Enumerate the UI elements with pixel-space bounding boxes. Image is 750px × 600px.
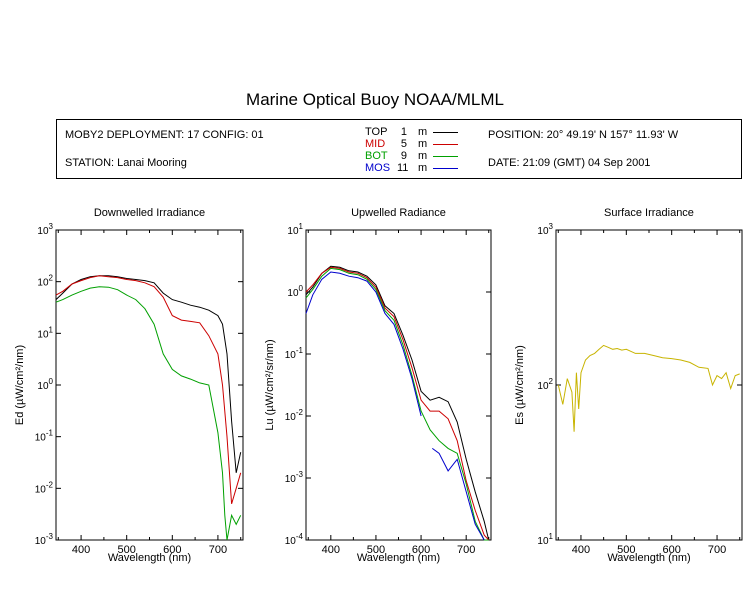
legend-depth: 5 xyxy=(400,138,407,150)
y-axis-label: Lu (µW/cm²/sr/nm) xyxy=(264,339,276,430)
y-tick-label: 101 xyxy=(287,222,303,237)
legend-line xyxy=(433,156,458,157)
legend-label: TOP xyxy=(365,126,388,138)
legend-label: MOS xyxy=(365,162,391,174)
y-tick-label: 100 xyxy=(287,284,303,299)
chart-1: Downwelled Irradiance 400 500 600 700 10-3 10-… xyxy=(14,207,244,564)
y-tick-label: 103 xyxy=(537,222,553,237)
chart-3: Surface Irradiance 400 500 600 700 101 102 103 W… xyxy=(514,207,743,564)
series-line-bot xyxy=(305,267,489,541)
deployment-info-box: MOBY2 DEPLOYMENT: 17 CONFIG: 01 STATION:… xyxy=(56,119,742,179)
plot-frame xyxy=(555,229,743,541)
x-axis-label: Wavelength (nm) xyxy=(607,552,690,564)
y-tick-label: 101 xyxy=(537,532,553,547)
y-tick-label: 101 xyxy=(37,325,53,340)
legend-label: MID xyxy=(365,138,386,150)
page-title: Marine Optical Buoy NOAA/MLML xyxy=(246,90,504,109)
legend-line xyxy=(433,168,458,169)
deployment-text: MOBY2 DEPLOYMENT: 17 CONFIG: 01 xyxy=(65,129,264,141)
legend-line xyxy=(433,144,458,145)
y-tick-label: 103 xyxy=(37,222,53,237)
position-text: POSITION: 20° 49.19' N 157° 11.93' W xyxy=(488,129,679,141)
x-tick-label: 700 xyxy=(209,544,227,556)
legend-depth: 11 xyxy=(397,162,409,174)
x-axis-label: Wavelength (nm) xyxy=(357,552,440,564)
x-tick-label: 500 xyxy=(118,544,136,556)
x-tick-label: 600 xyxy=(163,544,181,556)
legend-line xyxy=(433,132,458,133)
legend-label: BOT xyxy=(365,150,388,162)
series-line-top xyxy=(55,275,242,473)
x-tick-label: 600 xyxy=(663,544,681,556)
legend-unit: m xyxy=(418,126,428,138)
legend-depth: 9 xyxy=(400,150,407,162)
legend-unit: m xyxy=(418,162,428,174)
legend-unit: m xyxy=(418,138,428,150)
y-tick-label: 10-1 xyxy=(35,429,54,444)
chart-title: Upwelled Radiance xyxy=(351,207,446,219)
y-axis-label: Ed (µW/cm²/nm) xyxy=(14,345,26,425)
x-tick-label: 400 xyxy=(72,544,90,556)
y-tick-label: 102 xyxy=(37,274,53,289)
x-tick-label: 500 xyxy=(367,544,385,556)
x-axis-label: Wavelength (nm) xyxy=(108,552,191,564)
y-axis-label: Es (µW/cm²/nm) xyxy=(514,345,526,425)
y-tick-label: 10-3 xyxy=(285,470,304,485)
x-tick-label: 500 xyxy=(617,544,635,556)
station-text: STATION: Lanai Mooring xyxy=(65,157,187,169)
y-tick-label: 100 xyxy=(37,377,53,392)
plot-frame xyxy=(305,229,492,541)
series-line-mid xyxy=(55,275,242,505)
chart-title: Surface Irradiance xyxy=(604,207,694,219)
legend-unit: m xyxy=(418,150,428,162)
x-tick-label: 400 xyxy=(572,544,590,556)
series-line-mos xyxy=(305,271,485,541)
y-tick-label: 10-2 xyxy=(285,408,304,423)
y-tick-label: 10-4 xyxy=(285,532,304,547)
y-tick-label: 102 xyxy=(537,377,553,392)
series-line-mid xyxy=(305,266,490,541)
x-tick-label: 700 xyxy=(708,544,726,556)
x-tick-label: 600 xyxy=(412,544,430,556)
x-tick-label: 700 xyxy=(457,544,475,556)
x-tick-label: 400 xyxy=(322,544,340,556)
chart-2: Upwelled Radiance 400 500 600 700 10-4 10-3 10-… xyxy=(264,207,492,564)
legend-depth: 1 xyxy=(400,126,407,138)
series-line-bot xyxy=(55,286,242,541)
date-text: DATE: 21:09 (GMT) 04 Sep 2001 xyxy=(488,157,651,169)
y-tick-label: 10-2 xyxy=(35,480,54,495)
series-line-top xyxy=(305,265,490,541)
series-line-es xyxy=(557,344,740,432)
y-tick-label: 10-3 xyxy=(35,532,54,547)
plot-frame xyxy=(55,229,244,541)
y-tick-label: 10-1 xyxy=(285,346,304,361)
chart-title: Downwelled Irradiance xyxy=(94,207,205,219)
